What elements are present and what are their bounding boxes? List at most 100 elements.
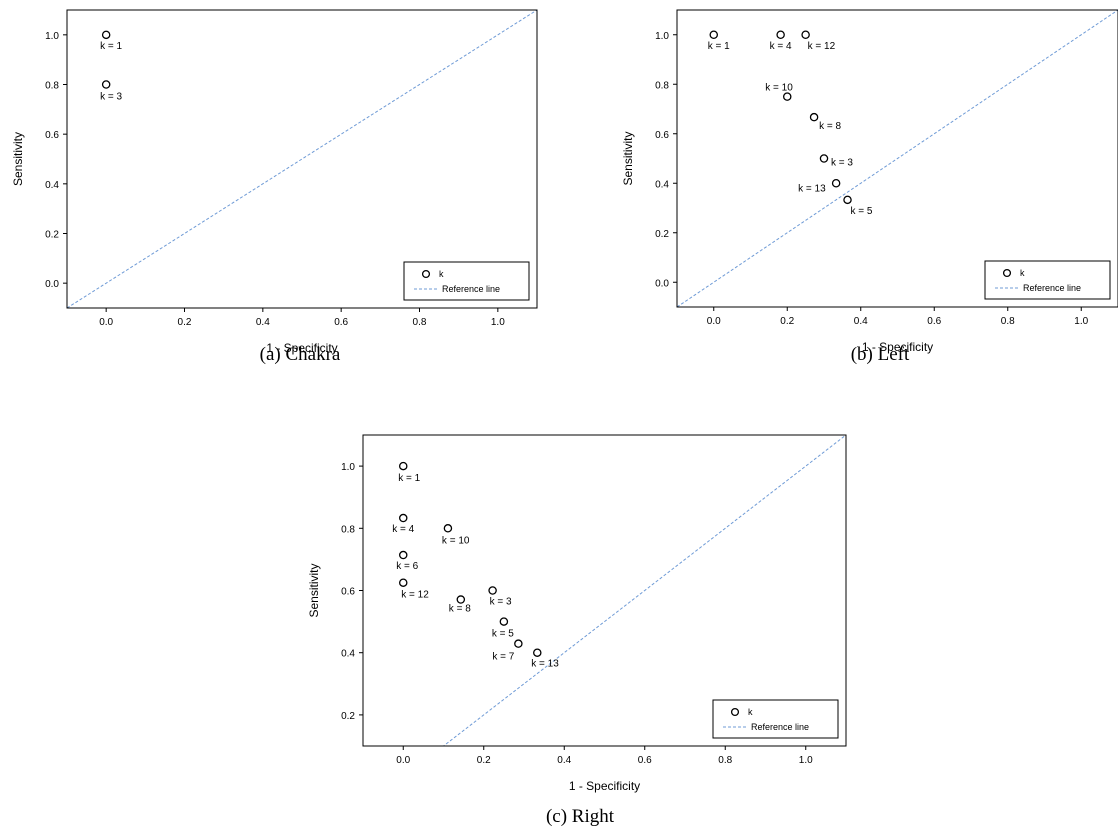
data-point [443,524,453,533]
y-tick-label: 0.6 [341,587,355,598]
y-axis-label: Sensitivity [11,132,25,186]
data-point-label: k = 4 [770,41,792,52]
roc-chart-chakra: 0.0 0.2 0.4 0.6 0.8 1.0 0.0 0.2 0.4 0.6 0.8 1.0 1 - … [11,9,538,355]
y-axis-label: Sensitivity [307,563,321,617]
data-point [782,92,792,101]
y-tick-label: 0.6 [655,130,669,141]
y-tick-label: 0.2 [341,711,355,722]
x-tick-label: 0.4 [854,316,868,327]
data-point-label: k = 6 [396,561,418,572]
x-tick-label: 0.2 [780,316,794,327]
reference-line [442,435,846,746]
x-tick-label: 0.4 [256,317,270,328]
y-tick-label: 0.8 [655,80,669,91]
legend-label-reference: Reference line [1023,283,1081,293]
legend-box [712,699,839,739]
legend-label-k: k [1020,268,1025,278]
data-point-label: k = 10 [765,83,793,94]
legend-label-reference: Reference line [442,284,500,294]
legend-marker-k [421,269,431,279]
reference-line [67,10,537,308]
data-point [809,112,819,122]
x-tick-label: 0.6 [334,317,348,328]
data-point-label: k = 12 [401,590,429,601]
legend-marker-k [730,707,740,717]
x-tick-label: 0.8 [1001,316,1015,327]
data-point-label: k = 8 [819,121,841,132]
data-point [709,30,718,39]
y-axis-label: Sensitivity [621,131,635,185]
data-point-label: k = 13 [798,183,826,194]
data-point [488,586,497,595]
plot-frame [676,9,1118,308]
data-point-label: k = 5 [851,206,873,217]
y-tick-label: 0.8 [45,81,59,92]
y-tick-label: 1.0 [341,462,355,473]
roc-chart-left: 0.0 0.2 0.4 0.6 0.8 1.0 0.0 0.2 0.4 0.6 0.8 1.0 1 - … [621,9,1118,354]
x-tick-label: 0.0 [707,316,721,327]
data-point [776,30,785,39]
plot-frame [66,9,538,309]
x-tick-label: 0.0 [396,755,410,766]
y-tick-label: 0.6 [45,130,59,141]
legend-marker-k [1002,268,1012,278]
legend-box [984,260,1111,300]
legend-box [403,261,530,301]
x-tick-label: 1.0 [799,755,813,766]
data-point [399,461,408,471]
legend-label-k: k [748,707,753,717]
data-point [399,550,408,560]
y-tick-label: 0.4 [45,180,59,191]
roc-chart-right: 0.0 0.2 0.4 0.6 0.8 1.0 0.2 0.4 0.6 0.8 1.0 1 - Spe… [307,434,847,793]
data-point-label: k = 3 [100,92,122,103]
x-tick-label: 1.0 [491,317,505,328]
y-tick-label: 0.0 [655,278,669,289]
data-point [101,30,111,40]
y-tick-label: 1.0 [655,31,669,42]
data-point [831,178,841,188]
data-point-label: k = 3 [490,597,512,608]
x-tick-label: 0.6 [638,755,652,766]
x-axis-label: 1 - Specificity [266,341,337,355]
data-point-label: k = 1 [398,473,420,484]
data-point [801,30,810,39]
data-point-label: k = 10 [442,535,470,546]
data-point-label: k = 1 [100,41,122,52]
legend-label-k: k [439,269,444,279]
data-point-label: k = 1 [708,41,730,52]
data-point [101,80,111,89]
y-tick-label: 0.0 [45,279,59,290]
x-tick-label: 0.6 [927,316,941,327]
y-tick-label: 0.2 [655,229,669,240]
data-point [819,154,829,163]
data-point-label: k = 7 [492,652,514,663]
y-tick-label: 0.4 [655,179,669,190]
data-point-label: k = 12 [808,41,836,52]
data-point [499,617,509,626]
x-tick-label: 0.4 [557,755,571,766]
data-point [456,595,466,604]
caption-right: (c) Right [545,806,615,827]
x-tick-label: 0.2 [477,755,491,766]
data-point-label: k = 3 [831,158,853,169]
data-point [399,513,408,523]
y-tick-label: 0.4 [341,649,355,660]
legend-label-reference: Reference line [751,722,809,732]
y-tick-label: 0.2 [45,230,59,241]
data-point [843,195,852,205]
plot-frame [362,434,847,747]
caption-left: (b) Left [850,344,910,365]
y-tick-label: 0.8 [341,524,355,535]
data-point-label: k = 8 [449,604,471,615]
reference-line [677,10,1118,307]
data-point-label: k = 5 [492,629,514,640]
x-tick-label: 0.8 [718,755,732,766]
y-tick-label: 1.0 [45,31,59,42]
data-point [533,648,542,657]
x-axis-label: 1 - Specificity [569,779,640,793]
x-tick-label: 0.0 [99,317,113,328]
data-point [514,639,523,648]
data-point [399,578,408,587]
data-point-label: k = 4 [392,524,414,535]
x-tick-label: 1.0 [1074,316,1088,327]
